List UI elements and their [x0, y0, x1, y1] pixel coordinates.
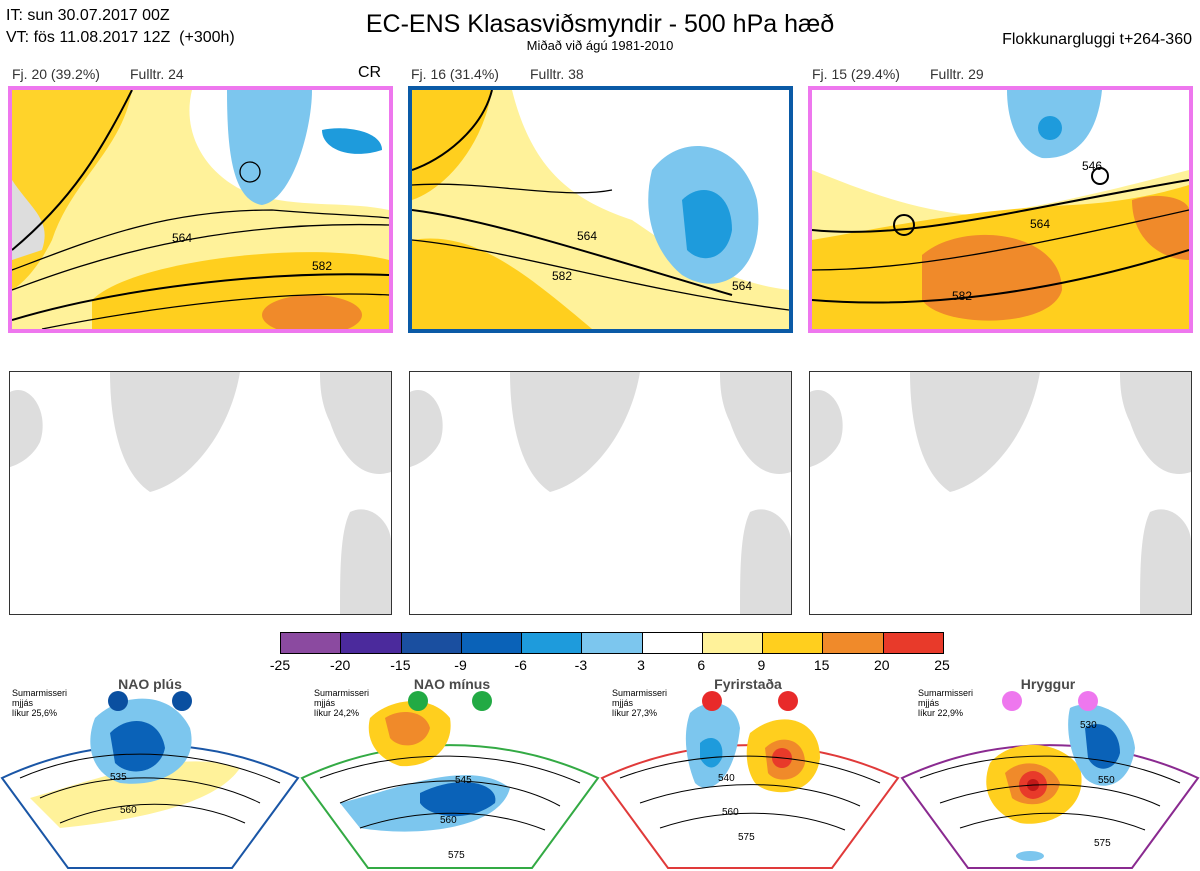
empty-map-3 [809, 371, 1192, 615]
colorbar-tick-label: -25 [269, 657, 291, 673]
regime-title-ridge: Hryggur [1020, 676, 1076, 692]
cluster-2-label: Fj. 16 (31.4%) [411, 66, 499, 82]
cluster-2-contour-label-582: 582 [552, 269, 572, 283]
colorbar-swatch [882, 633, 943, 653]
cluster-3-contour-label-582: 582 [952, 289, 972, 303]
colorbar-tick-label: -3 [574, 657, 588, 673]
regime-map-nao-minus: 545 560 575 [300, 691, 600, 869]
colorbar-tick-label: -20 [330, 657, 351, 673]
page-title: EC-ENS Klasasviðsmyndir - 500 hPa hæð [365, 10, 835, 38]
init-time: IT: sun 30.07.2017 00Z [6, 7, 170, 24]
cluster-1-contour-label-582: 582 [312, 259, 332, 273]
colorbar-swatch [521, 633, 582, 653]
regime-map-ridge: 530 550 575 [900, 691, 1200, 869]
regime-info-blocking: Sumarmisseri mjjás líkur 27,3% [612, 688, 668, 718]
regime-info-nao-plus: Sumarmisseri mjjás líkur 25,6% [12, 688, 68, 718]
regime-info-nao-minus: Sumarmisseri mjjás líkur 24,2% [314, 688, 370, 718]
colorbar-tick-label: 6 [697, 657, 706, 673]
cluster-2-representative: Fulltr. 38 [530, 66, 584, 82]
colorbar-tick-label: -15 [390, 657, 411, 673]
cluster-1-contour-label-564: 564 [172, 231, 192, 245]
colorbar-tick-label: 15 [813, 657, 830, 673]
cluster-2-map[interactable]: 564 582 564 [408, 86, 793, 333]
cluster-1-representative: Fulltr. 24 [130, 66, 184, 82]
ridge-contour-575: 575 [1094, 838, 1111, 849]
regime-map-blocking: 540 560 575 [600, 691, 900, 869]
colorbar-tick-label: -6 [514, 657, 527, 673]
nao-minus-contour-560: 560 [440, 815, 457, 826]
valid-time: VT: fös 11.08.2017 12Z (+300h) [6, 29, 235, 46]
colorbar-tick-label: 9 [757, 657, 766, 673]
colorbar-swatch [581, 633, 642, 653]
cluster-3-label: Fj. 15 (29.4%) [812, 66, 900, 82]
cluster-3-contour-label-546: 546 [1082, 159, 1102, 173]
cr-label: CR [358, 64, 382, 81]
nao-plus-contour-535: 535 [110, 772, 127, 783]
classification-window: Flokkunargluggi t+264-360 [1002, 31, 1192, 48]
colorbar-tick-label: -9 [454, 657, 467, 673]
nao-minus-contour-575: 575 [448, 850, 465, 861]
regime-maps: 535 560 545 560 575 540 560 575 [0, 691, 1200, 869]
colorbar-swatch [400, 633, 461, 653]
nao-plus-contour-560: 560 [120, 805, 137, 816]
empty-map-1 [9, 371, 392, 615]
colorbar-swatch [641, 633, 702, 653]
blocking-contour-575: 575 [738, 832, 755, 843]
cluster-2-contour-label-564: 564 [577, 229, 597, 243]
blocking-contour-560: 560 [722, 807, 739, 818]
ridge-contour-550: 550 [1098, 775, 1115, 786]
ridge-contour-530: 530 [1080, 720, 1097, 731]
blocking-contour-540: 540 [718, 773, 735, 784]
cluster-3-contour-label-564: 564 [1030, 217, 1050, 231]
regime-info-ridge: Sumarmisseri mjjás líkur 22,9% [918, 688, 974, 718]
empty-map-2 [409, 371, 792, 615]
colorbar-swatch [340, 633, 401, 653]
cluster-2-contour-label-564b: 564 [732, 279, 752, 293]
cluster-1-map[interactable]: 564 582 [8, 86, 393, 333]
colorbar-swatch [822, 633, 883, 653]
cluster-1-label: Fj. 20 (39.2%) [12, 66, 100, 82]
page-subtitle: Miðað við ágú 1981-2010 [526, 38, 674, 53]
colorbar [280, 632, 944, 654]
colorbar-tick-label: 25 [934, 657, 950, 673]
cluster-3-map[interactable]: 564 582 546 [808, 86, 1193, 333]
colorbar-tick-label: 3 [637, 657, 645, 673]
colorbar-tick-label: 20 [874, 657, 890, 673]
colorbar-swatch [460, 633, 522, 653]
colorbar-swatch [762, 633, 823, 653]
nao-minus-contour-545: 545 [455, 775, 472, 786]
regime-title-nao-minus: NAO mínus [413, 676, 491, 692]
regime-map-nao-plus: 535 560 [0, 691, 300, 869]
regime-title-blocking: Fyrirstaða [714, 676, 782, 692]
colorbar-swatch [281, 633, 341, 653]
cluster-3-representative: Fulltr. 29 [930, 66, 984, 82]
regime-title-nao-plus: NAO plús [118, 676, 182, 692]
colorbar-swatch [701, 633, 763, 653]
